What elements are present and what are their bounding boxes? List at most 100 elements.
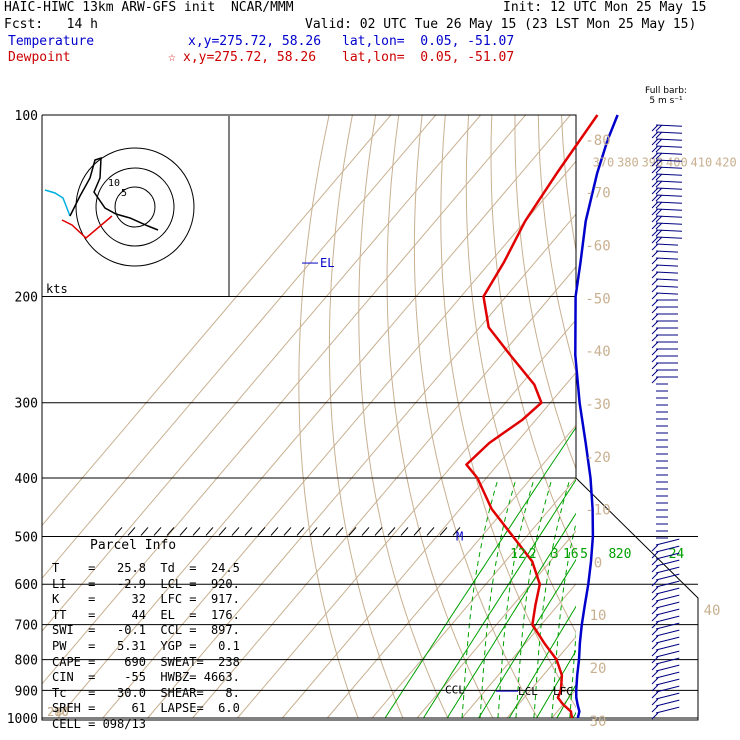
mixing-ratio-line [508, 605, 576, 719]
wind-barb-flag [651, 250, 659, 258]
hatch-mark [322, 527, 331, 536]
wind-barb-flag [651, 586, 659, 594]
hodograph-trace-upper [69, 156, 159, 231]
temperature-xy: x,y=275.72, 58.26 [188, 34, 322, 49]
hatch-mark [361, 527, 370, 536]
pressure-label: 900 [15, 684, 38, 699]
theta-label: 390 [642, 156, 664, 170]
wind-barb-staff [655, 243, 679, 246]
wind-barb-flag [651, 628, 659, 636]
hodograph-ring-label: 5 [121, 188, 127, 199]
wind-barb-staff [655, 222, 683, 225]
hatch-mark [296, 527, 305, 536]
hodograph-units: kts [46, 282, 68, 296]
wind-barb-flag [655, 152, 663, 160]
dry-adiabat-line [298, 115, 359, 719]
mixing-ratio-label: 2 [529, 547, 537, 562]
wind-barb-staff [655, 257, 679, 260]
wind-barb-staff [655, 650, 680, 658]
wind-barb-flag [651, 642, 659, 650]
moist-adiabat-line [479, 477, 517, 719]
wind-barb-flag [651, 152, 659, 160]
wind-barb-flag [651, 705, 659, 713]
wind-barb-staff [655, 538, 680, 546]
theta-label: 410 [691, 156, 713, 170]
isotherm-label: -80 [585, 133, 610, 149]
wind-barb-staff [655, 236, 683, 239]
isotherms [42, 115, 576, 719]
hatch-mark [244, 527, 253, 536]
hatch-mark [127, 527, 136, 536]
wind-barb-staff [655, 622, 680, 630]
wind-barb-flag [655, 236, 663, 244]
parcel-info-title: Parcel Info [90, 538, 177, 553]
wind-barb-flag [651, 362, 659, 370]
wind-barb-flag [655, 208, 663, 216]
wind-barb-staff [655, 173, 683, 176]
wind-barb-flag [651, 264, 659, 272]
lcl-label: LCL [518, 685, 538, 698]
hatch-mark [114, 527, 123, 536]
wind-barb-flag [651, 145, 659, 153]
theta-label: 420 [715, 156, 737, 170]
dry-adiabat-line [413, 115, 539, 719]
wind-barb-flag [651, 285, 659, 293]
mixing-ratio-label: 24 [669, 547, 685, 562]
wind-barb-staff [655, 124, 683, 127]
ccl-label: CCL [445, 684, 465, 697]
wind-barb-staff [655, 643, 680, 651]
pressure-label: 400 [15, 472, 38, 487]
wind-barb-staff [655, 615, 680, 623]
hatch-mark [218, 527, 227, 536]
hatch-mark [439, 527, 448, 536]
wind-barb-staff [655, 552, 680, 560]
wind-barb-staff [655, 580, 680, 588]
dry-adiabat-line [386, 115, 494, 719]
wind-barb-staff [655, 215, 683, 218]
isotherm-label: 30 [590, 714, 607, 730]
wind-barb-flag [651, 600, 659, 608]
isotherm-label: 40 [704, 603, 721, 619]
pressure-label: 500 [15, 530, 38, 545]
isotherm-line [192, 266, 576, 719]
valid-time: Valid: 02 UTC Tue 26 May 15 (23 LST Mon … [305, 17, 697, 32]
sounding-profiles: EL M CCL LCL LFC [302, 114, 619, 719]
hatch-mark [387, 527, 396, 536]
hatch-mark [426, 527, 435, 536]
wind-barb-flag [651, 306, 659, 314]
wind-barb-staff [655, 573, 680, 581]
wind-barb-flag [651, 229, 659, 237]
dry-adiabat-line [701, 115, 740, 718]
el-label: EL [320, 256, 334, 270]
wind-barb-flag [655, 194, 663, 202]
wind-barb-flag [651, 166, 659, 174]
isotherm-line [147, 213, 576, 719]
mixing-ratio-label: 5 [580, 547, 588, 562]
hodograph-trace-mid [61, 215, 113, 240]
wind-barb-flag [651, 698, 659, 706]
dry-adiabat-line [724, 115, 740, 718]
wind-barb-staff [655, 566, 680, 574]
isotherm-line [237, 318, 576, 719]
wind-barb-flag [651, 684, 659, 692]
parcel-info-row: TT = 44 EL = 176. [52, 607, 240, 622]
mixing-ratio-lines [384, 426, 576, 719]
parcel-info-row: CIN = -55 HWBZ= 4663. [52, 670, 240, 685]
theta-label: 270 [47, 705, 69, 719]
wind-barb-flag [651, 334, 659, 342]
hodograph-ring [75, 147, 195, 267]
parcel-info-row: LI = -2.9 LCL = 920. [52, 576, 240, 591]
mixing-ratio-label: 8 [608, 547, 616, 562]
wind-barb-flag [651, 551, 659, 559]
wind-barb-staff [655, 201, 683, 204]
dewpoint-latlon: lat,lon= 0.05, -51.07 [342, 50, 515, 65]
wind-barb-staff [655, 250, 679, 253]
hatch-mark [231, 527, 240, 536]
wind-barb-staff [655, 292, 679, 295]
wind-barb-flag [655, 124, 663, 132]
dry-adiabat-line [655, 115, 740, 718]
pressure-label: 100 [15, 109, 38, 124]
hodograph-ring [114, 186, 156, 228]
hatch-mark [283, 527, 292, 536]
